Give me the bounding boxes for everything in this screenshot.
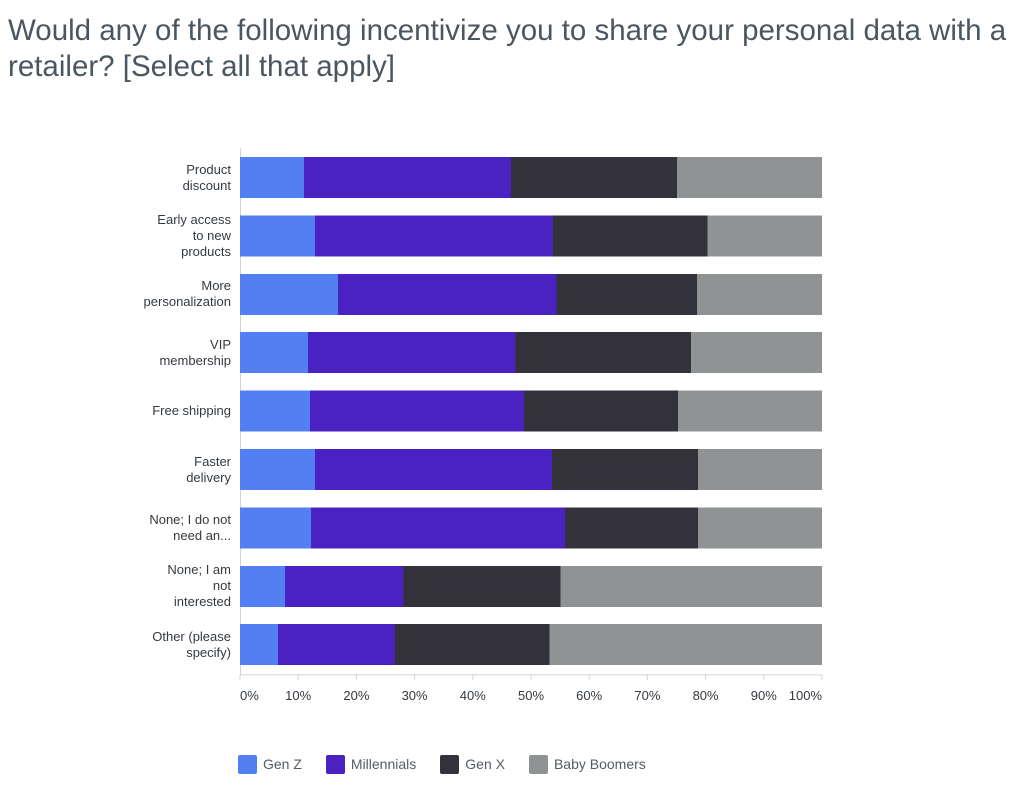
y-category-label: Faster delivery	[186, 453, 231, 485]
bar-gen-x-none-i-do-not-need-an	[564, 507, 699, 549]
bar-gen-z-none-i-am-not-interested	[240, 565, 285, 607]
legend-swatch	[528, 755, 548, 774]
chart-title: Would any of the following incentivize y…	[8, 14, 1007, 83]
x-tick-label: 100%	[789, 688, 823, 703]
bar-baby-boomers-faster-delivery	[698, 449, 822, 490]
bar-millennials-other-please-specify	[277, 624, 395, 666]
y-category-label: Early access to new products	[157, 211, 231, 259]
bar-gen-x-faster-delivery	[551, 449, 699, 490]
y-category-label: Product discount	[182, 161, 231, 193]
x-tick-label: 20%	[343, 688, 369, 703]
y-category-label: More personalization	[143, 278, 231, 310]
x-tick-label: 40%	[460, 688, 486, 703]
legend-swatch	[238, 755, 257, 774]
bar-millennials-free-shipping	[309, 390, 525, 432]
y-category-label: VIP membership	[159, 336, 231, 368]
legend-label: Millennials	[350, 756, 417, 772]
bar-gen-x-none-i-am-not-interested	[403, 565, 561, 607]
x-tick-label: 0%	[240, 688, 259, 703]
bar-millennials-product-discount	[304, 157, 512, 198]
y-category-label: Free shipping	[152, 403, 231, 419]
bar-gen-z-early-access-to-new-products	[240, 215, 316, 257]
bar-baby-boomers-none-i-do-not-need-an	[698, 507, 822, 549]
bar-gen-z-free-shipping	[240, 390, 310, 432]
bar-gen-z-product-discount	[240, 157, 305, 198]
x-tick-label: 60%	[576, 688, 602, 703]
y-category-label: None; I am not interested	[167, 562, 231, 610]
bar-gen-x-early-access-to-new-products	[553, 215, 708, 257]
bar-gen-x-other-please-specify	[394, 624, 550, 666]
bar-gen-z-faster-delivery	[240, 449, 316, 490]
legend-item-millennials[interactable]: Millennials	[325, 755, 417, 774]
chart-legend: Gen Z Millennials Gen X Baby Boomers	[238, 755, 646, 774]
bar-gen-x-more-personalization	[556, 273, 697, 315]
bar-gen-x-vip-membership	[515, 332, 692, 374]
bars-group	[240, 157, 822, 666]
x-tick-label: 50%	[518, 688, 544, 703]
bar-baby-boomers-none-i-am-not-interested	[560, 565, 822, 607]
chart-plot: 0% 10% 20% 30% 40% 50% 60% 70% 80% 90% 100%	[239, 148, 823, 703]
bar-gen-x-free-shipping	[524, 390, 679, 432]
legend-swatch	[325, 755, 345, 774]
bar-gen-z-vip-membership	[240, 332, 309, 374]
bar-baby-boomers-vip-membership	[691, 332, 822, 374]
bar-millennials-none-i-am-not-interested	[284, 565, 404, 607]
bar-millennials-vip-membership	[308, 332, 516, 374]
bar-baby-boomers-early-access-to-new-products	[707, 215, 822, 257]
bar-millennials-early-access-to-new-products	[315, 215, 554, 257]
bar-millennials-more-personalization	[337, 273, 557, 315]
legend-item-gen-z[interactable]: Gen Z	[238, 755, 302, 774]
bar-baby-boomers-product-discount	[677, 157, 822, 198]
x-tick-label: 80%	[693, 688, 719, 703]
x-tick-label: 30%	[402, 688, 428, 703]
bar-gen-x-product-discount	[511, 157, 678, 198]
x-tick-label: 10%	[285, 688, 311, 703]
bar-gen-z-other-please-specify	[240, 624, 278, 666]
legend-swatch	[440, 755, 460, 774]
bar-gen-z-more-personalization	[240, 273, 338, 315]
y-category-label: Other (please specify)	[152, 628, 231, 660]
legend-label: Baby Boomers	[553, 756, 646, 772]
x-tick-label: 90%	[751, 688, 777, 703]
bar-baby-boomers-more-personalization	[696, 273, 822, 315]
legend-label: Gen X	[465, 756, 505, 772]
bar-gen-z-none-i-do-not-need-an	[240, 507, 312, 549]
legend-item-baby-boomers[interactable]: Baby Boomers	[528, 755, 646, 774]
x-tick-label: 70%	[634, 688, 660, 703]
bar-baby-boomers-free-shipping	[678, 390, 822, 432]
legend-item-gen-x[interactable]: Gen X	[440, 755, 505, 774]
legend-label: Gen Z	[263, 756, 302, 772]
y-category-label: None; I do not need an...	[149, 511, 231, 543]
bar-millennials-faster-delivery	[315, 449, 552, 490]
bar-baby-boomers-other-please-specify	[549, 624, 822, 666]
bar-millennials-none-i-do-not-need-an	[311, 507, 565, 549]
